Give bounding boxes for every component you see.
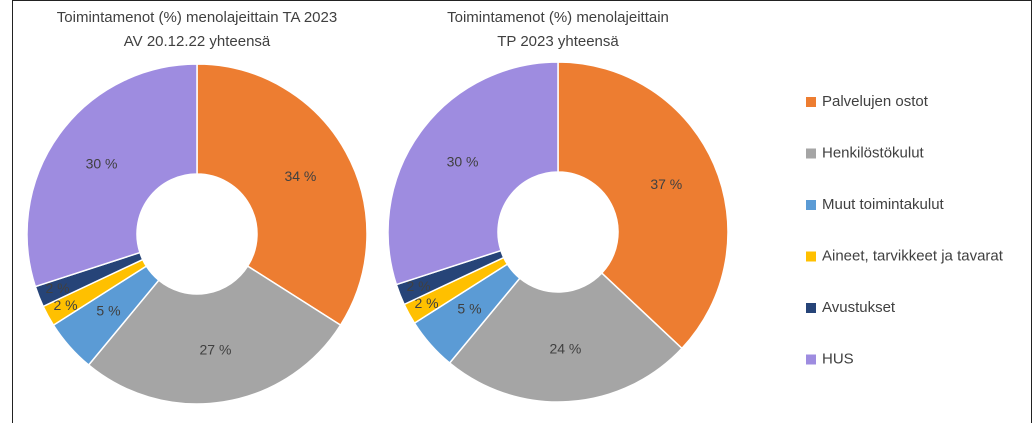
data-label: 2 % bbox=[406, 278, 430, 294]
chart-title: Toimintamenot (%) menolajeittain bbox=[447, 9, 669, 26]
legend-label: Aineet, tarvikkeet ja tavarat bbox=[822, 247, 1004, 264]
legend-swatch bbox=[806, 200, 816, 210]
slice bbox=[387, 61, 559, 286]
slice bbox=[87, 265, 342, 405]
data-label: 27 % bbox=[199, 341, 231, 357]
legend-label: Henkilöstökulut bbox=[822, 144, 925, 161]
data-label: 2 % bbox=[53, 297, 77, 313]
legend-label: HUS bbox=[822, 350, 854, 367]
legend-label: Avustukset bbox=[822, 299, 896, 316]
data-label: 30 % bbox=[86, 155, 118, 171]
slice bbox=[448, 272, 683, 403]
data-label: 5 % bbox=[96, 303, 120, 319]
slice bbox=[557, 61, 729, 350]
data-label: 2 % bbox=[414, 295, 438, 311]
chart-title: AV 20.12.22 yhteensä bbox=[124, 33, 271, 50]
chart-title: Toimintamenot (%) menolajeittain TA 2023 bbox=[57, 9, 337, 26]
data-label: 37 % bbox=[650, 176, 682, 192]
legend-swatch bbox=[806, 97, 816, 107]
legend-label: Palvelujen ostot bbox=[822, 93, 929, 110]
legend-swatch bbox=[806, 251, 816, 262]
slice bbox=[196, 63, 368, 327]
legend-swatch bbox=[806, 148, 816, 159]
chart-title: TP 2023 yhteensä bbox=[497, 33, 619, 50]
legend-swatch bbox=[806, 303, 816, 313]
data-label: 5 % bbox=[457, 301, 481, 317]
data-label: 24 % bbox=[549, 340, 581, 356]
frame bbox=[12, 0, 1032, 428]
legend-swatch bbox=[806, 354, 816, 365]
data-label: 34 % bbox=[284, 168, 316, 184]
data-label: 30 % bbox=[447, 153, 479, 169]
slice bbox=[26, 63, 198, 288]
legend-label: Muut toimintakulut bbox=[822, 196, 945, 213]
data-label: 2 % bbox=[45, 280, 69, 296]
